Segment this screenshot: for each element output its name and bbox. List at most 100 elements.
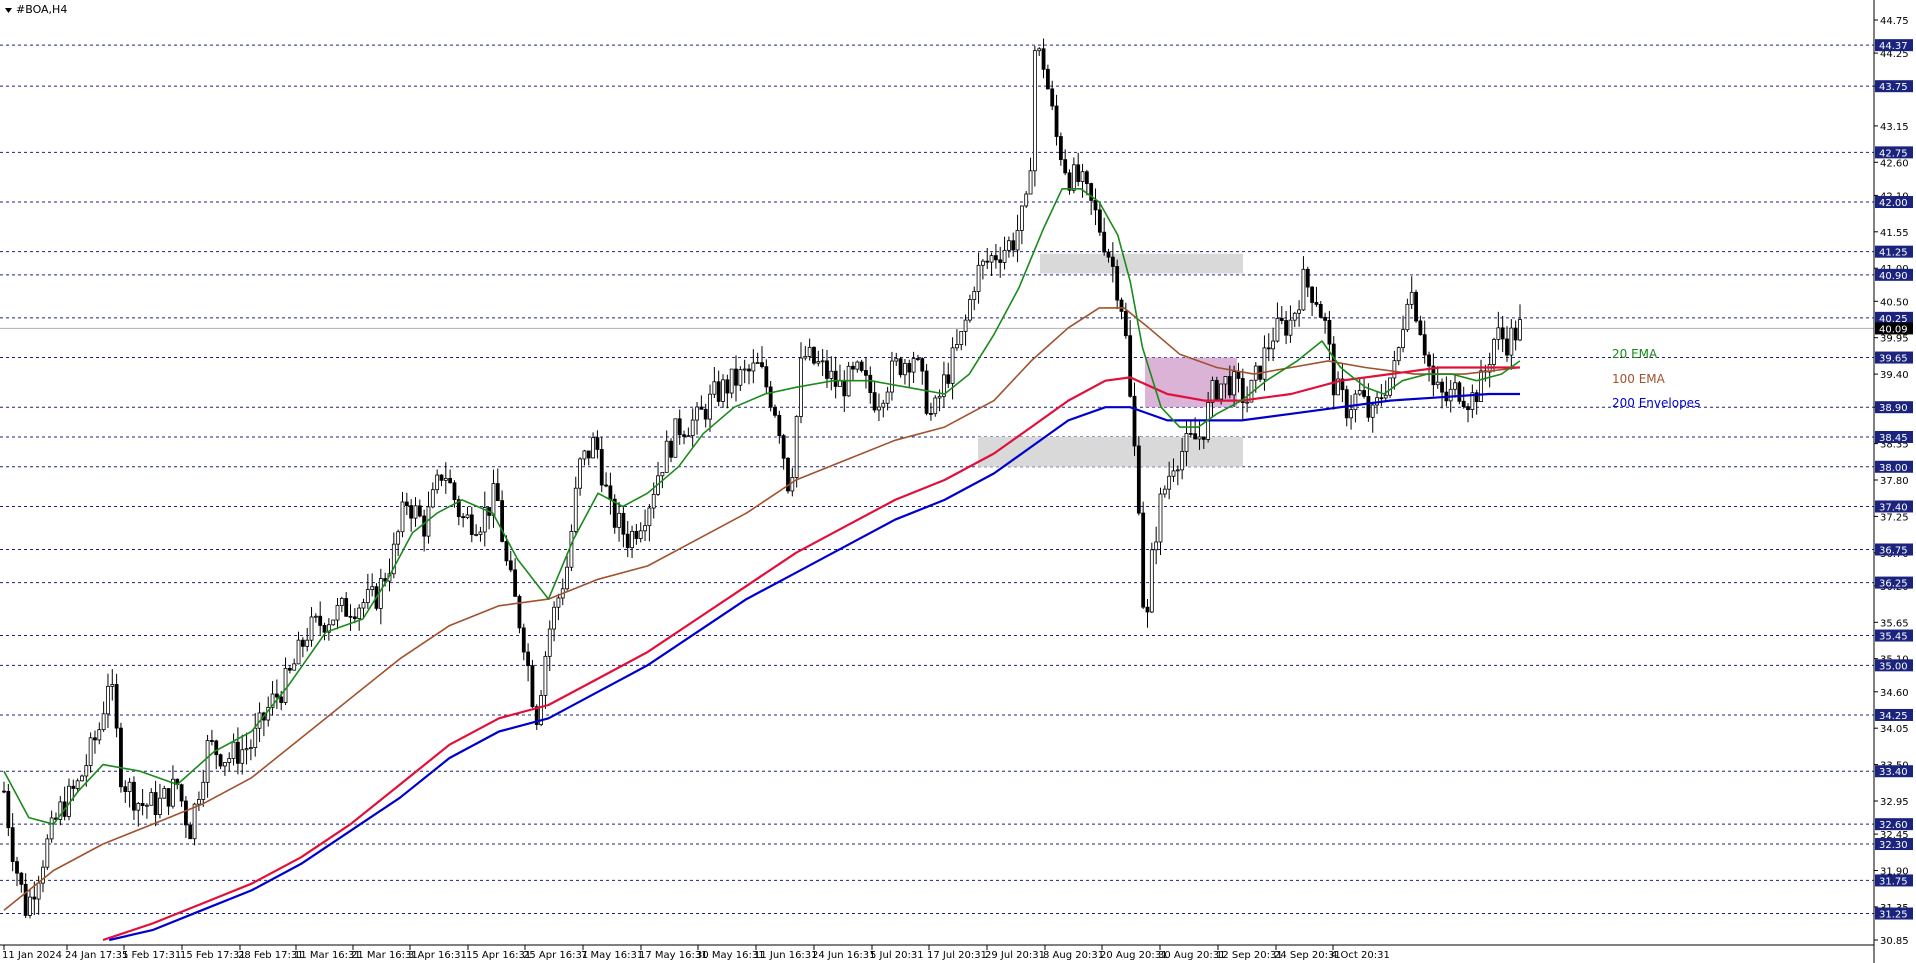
candle-body xyxy=(1513,327,1518,341)
candle-body xyxy=(352,616,357,620)
level-label-box xyxy=(1875,245,1913,258)
horizontal-levels xyxy=(0,44,1874,915)
candle-body xyxy=(145,804,149,807)
candle-body xyxy=(734,368,738,386)
candle-body xyxy=(634,530,639,539)
candle-body xyxy=(885,391,890,404)
candle-body xyxy=(274,693,279,698)
candle-body xyxy=(162,788,167,799)
candle-body xyxy=(1145,606,1150,613)
candle-body xyxy=(357,607,362,620)
candle-body xyxy=(1093,200,1098,211)
candle-body xyxy=(75,780,80,789)
candle-body xyxy=(539,694,543,725)
price-tick-label: 30.85 xyxy=(1880,936,1909,947)
candle-body xyxy=(417,505,422,517)
candle-body xyxy=(1110,256,1115,267)
candle-body xyxy=(158,797,162,816)
candle-body xyxy=(1171,470,1176,477)
time-tick-label: 17 Jul 20:31 xyxy=(927,950,987,961)
candle-body xyxy=(621,512,626,535)
candle-body xyxy=(660,471,665,477)
candle-body xyxy=(1227,376,1232,396)
level-label-box xyxy=(1875,430,1913,443)
candle-body xyxy=(1149,549,1154,613)
candle-body xyxy=(547,628,552,657)
candle-body xyxy=(1154,541,1159,551)
candle-body xyxy=(625,533,630,549)
candle-body xyxy=(19,872,24,885)
candle-body xyxy=(1071,164,1076,191)
legend-entry: 100 EMA xyxy=(1612,372,1666,386)
candle-body xyxy=(1240,378,1245,404)
time-tick-label: 5 Feb 17:31 xyxy=(122,950,181,961)
level-label-box xyxy=(1875,80,1913,93)
candle-body xyxy=(114,684,119,729)
candle-body xyxy=(786,457,790,492)
candle-body xyxy=(578,458,582,489)
level-label-box xyxy=(1875,708,1913,721)
candle-body xyxy=(218,754,223,767)
candle-body xyxy=(469,514,474,536)
zone-resistance xyxy=(1040,253,1243,274)
candle-body xyxy=(1418,320,1423,336)
candle-body xyxy=(1141,512,1146,608)
legend-entry: 20 EMA xyxy=(1612,347,1658,361)
candle-body xyxy=(101,713,106,731)
candle-body xyxy=(1236,371,1241,379)
candle-body xyxy=(872,392,877,411)
candle-body xyxy=(751,362,756,372)
candle-body xyxy=(998,259,1003,263)
candle-body xyxy=(344,598,349,617)
time-tick-label: 17 May 16:31 xyxy=(639,950,708,961)
price-tick-label: 37.25 xyxy=(1880,512,1909,523)
price-tick-label: 44.25 xyxy=(1880,49,1909,60)
candle-body xyxy=(1288,319,1293,336)
candle-body xyxy=(443,477,448,481)
window-title[interactable]: #BOA,H4 xyxy=(5,3,67,16)
current-price-box xyxy=(1875,322,1913,335)
candle-body xyxy=(456,499,461,517)
candle-body xyxy=(703,408,708,420)
candle-body xyxy=(716,381,721,402)
candle-body xyxy=(1440,381,1444,393)
candle-body xyxy=(647,507,652,527)
level-label-box xyxy=(1875,460,1913,473)
candle-body xyxy=(409,505,414,519)
candle-body xyxy=(1353,393,1358,411)
candle-body xyxy=(877,406,881,411)
candle-body xyxy=(760,362,764,368)
candle-body xyxy=(240,749,245,764)
candle-body xyxy=(825,360,829,379)
candle-body xyxy=(478,531,483,535)
candle-body xyxy=(1015,230,1020,251)
level-label: 39.65 xyxy=(1879,354,1908,365)
time-tick-label: 7 May 16:31 xyxy=(581,950,643,961)
candle-body xyxy=(712,381,717,395)
candle-body xyxy=(1370,404,1375,418)
price-tick-label: 43.15 xyxy=(1880,122,1909,133)
candle-body xyxy=(989,255,994,263)
level-label-box xyxy=(1875,311,1913,324)
candle-body xyxy=(136,803,141,811)
candle-body xyxy=(993,255,998,261)
candle-body xyxy=(1310,286,1314,303)
candle-body xyxy=(1054,105,1059,137)
candle-body xyxy=(283,667,288,703)
candle-body xyxy=(1414,291,1418,322)
candle-body xyxy=(1089,183,1094,201)
candle-body xyxy=(868,374,873,394)
level-labels: 44.37 43.75 42.75 42.00 41.25 40.90 40.25 39.65… xyxy=(1875,39,1913,921)
triangle-down-icon[interactable] xyxy=(5,8,12,13)
level-label: 42.75 xyxy=(1879,148,1908,159)
candle-body xyxy=(695,406,699,421)
candle-body xyxy=(1180,451,1185,471)
candle-body xyxy=(1223,376,1228,385)
candle-body xyxy=(950,347,955,384)
candle-body xyxy=(197,799,201,805)
level-label: 35.45 xyxy=(1879,632,1908,643)
candle-body xyxy=(132,781,136,811)
candle-body xyxy=(1422,334,1427,356)
candle-body xyxy=(890,360,894,393)
